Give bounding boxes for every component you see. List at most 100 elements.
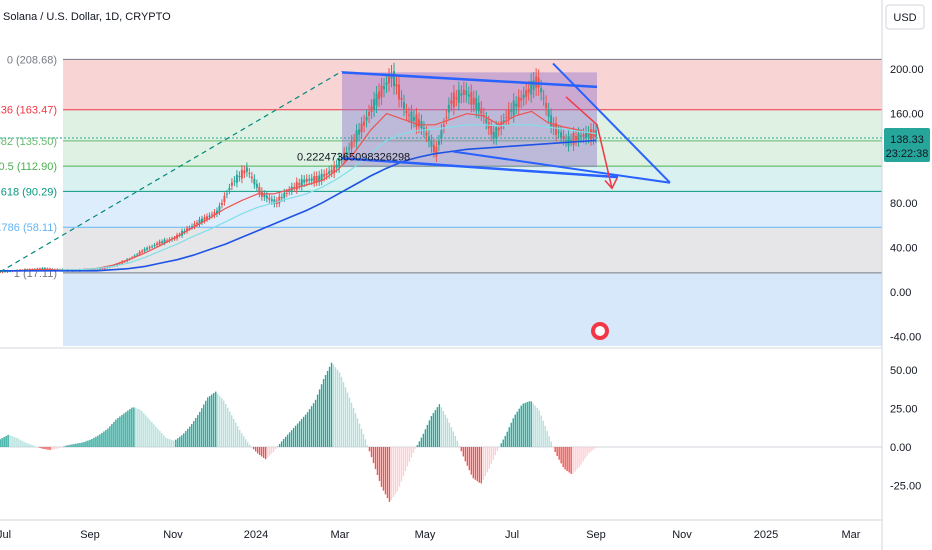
candle-body [278,196,281,204]
osc-bar [223,400,225,447]
candle-body [570,139,573,141]
osc-bar [350,402,353,447]
osc-bar [474,447,477,480]
candle-body [452,92,455,108]
osc-bar [316,394,319,447]
osc-bar [568,447,570,473]
osc-bar [336,369,339,447]
candle-body [542,97,545,99]
osc-bar [13,436,15,447]
osc-bar [454,435,457,447]
candle-body [587,132,590,138]
osc-bar [145,415,147,447]
candle-body [577,133,580,141]
osc-bar [133,407,135,447]
candle-body [475,98,478,111]
candle-body [545,102,548,109]
osc-bar [320,384,323,447]
candle-body [198,219,201,225]
osc-bar [57,447,59,449]
osc-bar [306,412,309,447]
osc-bar [380,447,383,487]
candle-body [218,206,221,212]
osc-bar [508,427,510,447]
candle-body [532,80,535,90]
osc-bar [238,430,241,447]
osc-bar [440,407,443,447]
osc-bar [103,431,105,447]
osc-bar [181,435,183,447]
osc-bar [55,447,57,449]
osc-bar [490,447,492,465]
fib-zone-0.5 [63,166,882,192]
osc-bar [546,431,548,447]
candle-body [550,115,553,127]
candle-body [530,81,533,95]
candle-body [208,215,211,218]
osc-bar [564,447,566,470]
candle-body [562,136,565,140]
osc-bar [197,415,199,447]
osc-bar [434,410,437,447]
candle-body [238,176,241,178]
osc-bar [458,446,461,447]
osc-bar [304,414,307,447]
osc-bar [500,443,502,447]
candle-body [350,140,353,149]
currency-button[interactable] [885,4,925,30]
osc-bar [27,443,29,447]
candle-body [136,254,139,256]
osc-bar [314,399,317,447]
osc-bar [364,439,367,447]
candle-body [430,140,433,147]
osc-bar [516,411,518,447]
osc-bar [280,441,283,447]
osc-bar [302,416,305,447]
osc-bar [149,419,151,447]
time-axis-tick: Mar [331,529,350,541]
candle-body [455,97,458,99]
osc-bar [420,437,423,447]
candle-body [397,84,400,100]
osc-bar [81,442,83,447]
currency-label: USD [893,12,916,24]
candle-body [502,120,505,123]
osc-bar [572,447,574,474]
osc-bar [550,441,552,447]
candle-body [43,267,46,270]
candle-body [547,109,550,117]
osc-bar [334,367,337,447]
candle-body [91,269,94,271]
candle-body [163,239,166,244]
osc-bar [123,413,125,447]
osc-bar [107,428,109,447]
osc-bar [348,397,351,447]
time-axis-tick: 2024 [244,529,268,541]
candle-body [507,109,510,119]
osc-bar [366,445,369,447]
osc-bar [252,447,255,450]
osc-bar [205,400,207,447]
candle-body [118,263,121,265]
fib-label-0.382: 0.382 (135.50) [0,136,57,148]
candle-body [343,152,346,159]
fib-annotation-text: 0.22247365098326298 [297,151,410,163]
osc-bar [179,436,181,447]
candle-body [575,136,578,140]
candle-body [557,131,560,133]
osc-bar [139,409,141,447]
osc-bar [189,426,191,447]
osc-bar [418,441,421,447]
osc-bar [488,447,490,469]
candle-body [298,183,301,186]
osc-bar [151,422,153,447]
candle-body [318,175,321,182]
osc-bar [171,439,173,447]
osc-bar [219,396,221,447]
osc-bar [0,439,1,447]
osc-bar [404,447,407,472]
time-axis-tick: Jul [0,529,11,541]
osc-bar [129,409,131,447]
osc-bar [246,442,249,447]
